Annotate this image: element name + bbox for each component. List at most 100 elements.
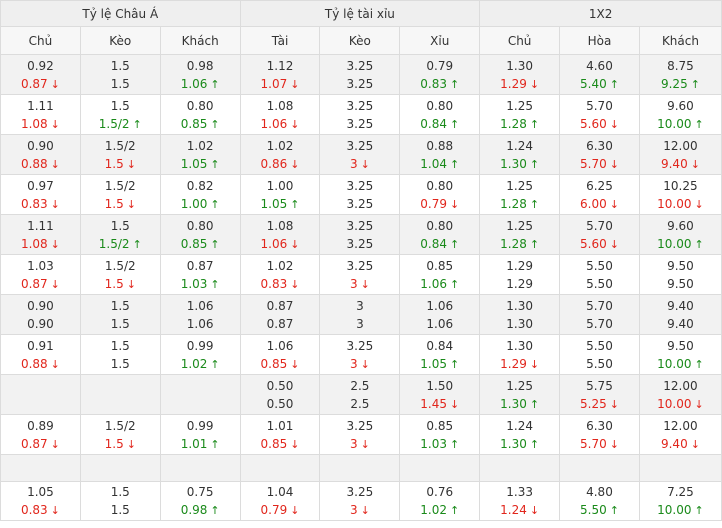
col-header-away: Khách [159,26,241,55]
odds-cell: 0.50 0.50 [239,374,321,415]
current-odds-value: 1.00 [180,196,208,211]
current-odds: 3 [321,315,399,333]
odds-cell: 1.25 1.28 ↑ [479,174,561,215]
odds-cell: 0.80 0.85 ↑ [159,214,241,255]
current-odds-value: 9.40 [667,316,694,331]
current-odds: 1.06 ↓ [241,115,319,133]
current-odds-value: 0.85 [260,356,288,371]
odds-cell: 1.5/2 1.5 ↓ [79,134,161,175]
current-odds-value: 1.02 [420,503,447,517]
opening-odds: 12.00 [663,378,698,393]
opening-odds: 1.11 [27,218,54,233]
opening-odds: 0.85 [426,258,454,273]
current-odds-value: 1.5/2 [98,116,130,131]
opening-odds [1,377,79,395]
odds-cell: 9.40 9.40 [638,294,722,335]
table-cell-empty [319,454,401,482]
current-odds: 1.05 ↑ [401,355,479,373]
odds-cell: 0.92 0.87 ↓ [0,54,81,95]
arrow-down-icon: ↓ [290,77,300,91]
current-odds-value: 1.30 [500,156,527,171]
current-odds: 1.07 ↓ [241,75,319,93]
odds-cell: 1.25 1.30 ↑ [479,374,561,415]
odds-cell: 3.25 3.25 [319,94,401,135]
odds-table-body: 0.92 0.87 ↓ 1.5 1.5 0.98 1.06 ↑ 1.12 1.07 ↓ 3.25 3.2… [0,54,722,521]
opening-odds: 1.5/2 [104,418,136,433]
opening-odds: 3.25 [346,98,374,113]
opening-odds: 3.25 [346,178,374,193]
odds-cell: 0.90 0.90 [0,294,81,335]
arrow-down-icon: ↓ [690,437,700,451]
arrow-down-icon: ↓ [290,277,300,291]
arrow-up-icon: ↑ [450,504,460,517]
current-odds [81,395,159,413]
odds-cell: 1.00 1.05 ↑ [239,174,321,215]
opening-odds: 1.24 [506,138,533,153]
current-odds: 5.70 ↓ [561,435,639,453]
arrow-down-icon: ↓ [529,504,540,517]
current-odds-value: 3.25 [346,196,374,211]
odds-cell: 0.97 0.83 ↓ [0,174,81,215]
opening-odds: 3 [356,298,364,313]
arrow-up-icon: ↑ [529,397,540,411]
odds-cell [0,374,81,415]
arrow-up-icon: ↑ [609,77,619,91]
opening-odds: 0.79 [426,58,454,73]
current-odds-value: 1.30 [500,436,527,451]
opening-odds: 3.25 [346,258,374,273]
opening-odds: 1.33 [506,485,533,499]
current-odds: 1.5 [81,501,159,519]
odds-cell: 1.5 1.5/2 ↑ [79,214,161,255]
odds-cell: 3.25 3 ↓ [319,134,401,175]
odds-cell: 8.75 9.25 ↑ [638,54,722,95]
odds-cell: 1.06 1.06 [159,294,241,335]
current-odds-value: 0.83 [20,196,48,211]
opening-odds: 0.89 [27,418,54,433]
current-odds: 1.5 ↓ [81,275,159,293]
odds-cell: 0.88 1.04 ↑ [399,134,481,175]
opening-odds: 1.5 [110,338,130,353]
col-header-handicap: Kèo [79,26,161,55]
odds-cell: 5.70 5.70 [559,294,640,335]
opening-odds: 1.30 [506,58,533,73]
current-odds-value: 3 [349,503,358,517]
current-odds: 10.00 ↑ [640,355,720,373]
arrow-down-icon: ↓ [126,437,136,451]
odds-cell: 12.00 9.40 ↓ [638,134,722,175]
current-odds-value: 1.06 [426,316,454,331]
opening-odds: 1.04 [266,485,294,499]
opening-odds: 1.06 [426,298,454,313]
current-odds-value: 0.83 [260,276,288,291]
table-row: 0.89 0.87 ↓ 1.5/2 1.5 ↓ 0.99 1.01 ↑ 1.01 0.85 ↓ 3.25… [0,414,722,455]
current-odds: 5.50 [561,355,639,373]
opening-odds: 0.80 [186,218,214,233]
opening-odds: 1.06 [266,338,294,353]
current-odds-value: 5.50 [586,276,613,291]
opening-odds: 0.80 [426,218,454,233]
col-header-under: Xỉu [399,26,481,55]
opening-odds: 6.30 [586,418,613,433]
current-odds: 1.28 ↑ [481,195,559,213]
opening-odds: 12.00 [663,418,698,433]
opening-odds: 0.84 [426,338,454,353]
current-odds: 10.00 ↑ [640,235,720,253]
current-odds-value: 1.06 [260,236,288,251]
odds-cell: 1.30 1.29 ↓ [479,334,561,375]
col-header-home: Chủ [0,26,81,55]
current-odds-value: 3 [349,156,358,171]
current-odds: 1.06 ↑ [401,275,479,293]
opening-odds: 1.06 [186,298,214,313]
odds-cell: 1.02 1.05 ↑ [159,134,241,175]
current-odds [161,395,239,413]
odds-cell: 9.50 10.00 ↑ [638,334,722,375]
current-odds: 3.25 [321,235,399,253]
current-odds-value: 10.00 [657,236,692,251]
current-odds: 3.25 [321,115,399,133]
opening-odds: 9.50 [667,338,694,353]
arrow-down-icon: ↓ [609,117,619,131]
current-odds-value: 1.05 [420,356,447,371]
arrow-up-icon: ↑ [132,237,142,251]
arrow-up-icon: ↑ [529,117,540,131]
group-header-row: Tỷ lệ Châu Á Tỷ lệ tài xỉu 1X2 [0,0,722,27]
odds-cell: 1.25 1.28 ↑ [479,214,561,255]
